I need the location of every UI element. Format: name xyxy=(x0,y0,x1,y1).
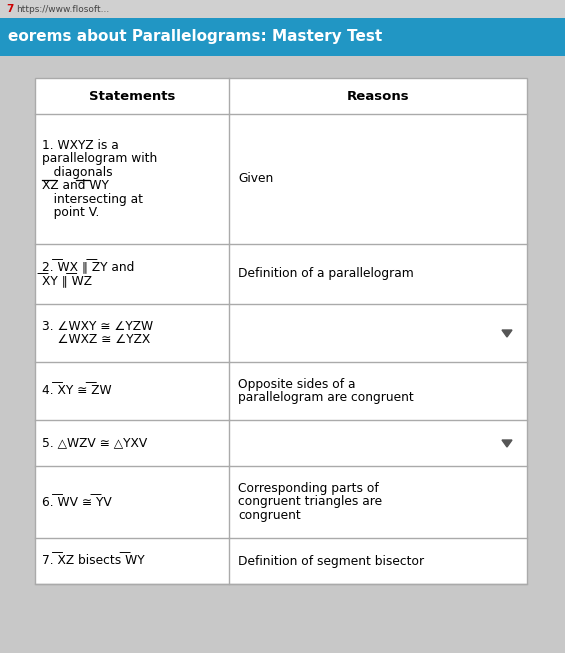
Text: diagonals: diagonals xyxy=(42,166,112,179)
Bar xyxy=(0,0,565,18)
Text: 7. ͞XZ bisects ͞WY: 7. ͞XZ bisects ͞WY xyxy=(42,554,145,567)
Bar xyxy=(237,432,519,454)
Text: ͞XY ∥ ͞WZ: ͞XY ∥ ͞WZ xyxy=(42,274,92,288)
Bar xyxy=(237,322,519,344)
Text: 4. ͞XY ≅ ͞ZW: 4. ͞XY ≅ ͞ZW xyxy=(42,385,112,398)
Text: XZ and WY: XZ and WY xyxy=(42,180,109,192)
Text: point V.: point V. xyxy=(42,206,99,219)
Text: 7: 7 xyxy=(6,4,14,14)
Text: ∠WXZ ≅ ∠YZX: ∠WXZ ≅ ∠YZX xyxy=(42,333,150,346)
Text: intersecting at: intersecting at xyxy=(42,193,143,206)
Text: Reasons: Reasons xyxy=(347,89,410,103)
Bar xyxy=(0,18,565,56)
Text: parallelogram are congruent: parallelogram are congruent xyxy=(238,391,414,404)
Text: Statements: Statements xyxy=(89,89,175,103)
Text: congruent: congruent xyxy=(238,509,301,522)
Text: Opposite sides of a: Opposite sides of a xyxy=(238,377,356,390)
Text: eorems about Parallelograms: Mastery Test: eorems about Parallelograms: Mastery Tes… xyxy=(8,29,383,44)
Bar xyxy=(35,78,527,584)
Text: 5. △WZV ≅ △YXV: 5. △WZV ≅ △YXV xyxy=(42,436,147,449)
Polygon shape xyxy=(502,330,512,337)
Text: 1. WXYZ is a: 1. WXYZ is a xyxy=(42,138,119,151)
Text: Given: Given xyxy=(238,172,273,185)
Text: 6. ͞WV ≅ ͞YV: 6. ͞WV ≅ ͞YV xyxy=(42,496,112,509)
Text: https://www.flosoft...: https://www.flosoft... xyxy=(16,5,109,14)
Text: congruent triangles are: congruent triangles are xyxy=(238,496,383,509)
Bar xyxy=(35,78,527,584)
Text: 3. ∠WXY ≅ ∠YZW: 3. ∠WXY ≅ ∠YZW xyxy=(42,320,153,333)
Text: Definition of segment bisector: Definition of segment bisector xyxy=(238,554,424,567)
Polygon shape xyxy=(502,440,512,447)
Text: parallelogram with: parallelogram with xyxy=(42,152,157,165)
Text: Corresponding parts of: Corresponding parts of xyxy=(238,482,379,495)
Text: Definition of a parallelogram: Definition of a parallelogram xyxy=(238,268,414,281)
Text: 2. ͞WX ∥ ͞ZY and: 2. ͞WX ∥ ͞ZY and xyxy=(42,260,134,275)
